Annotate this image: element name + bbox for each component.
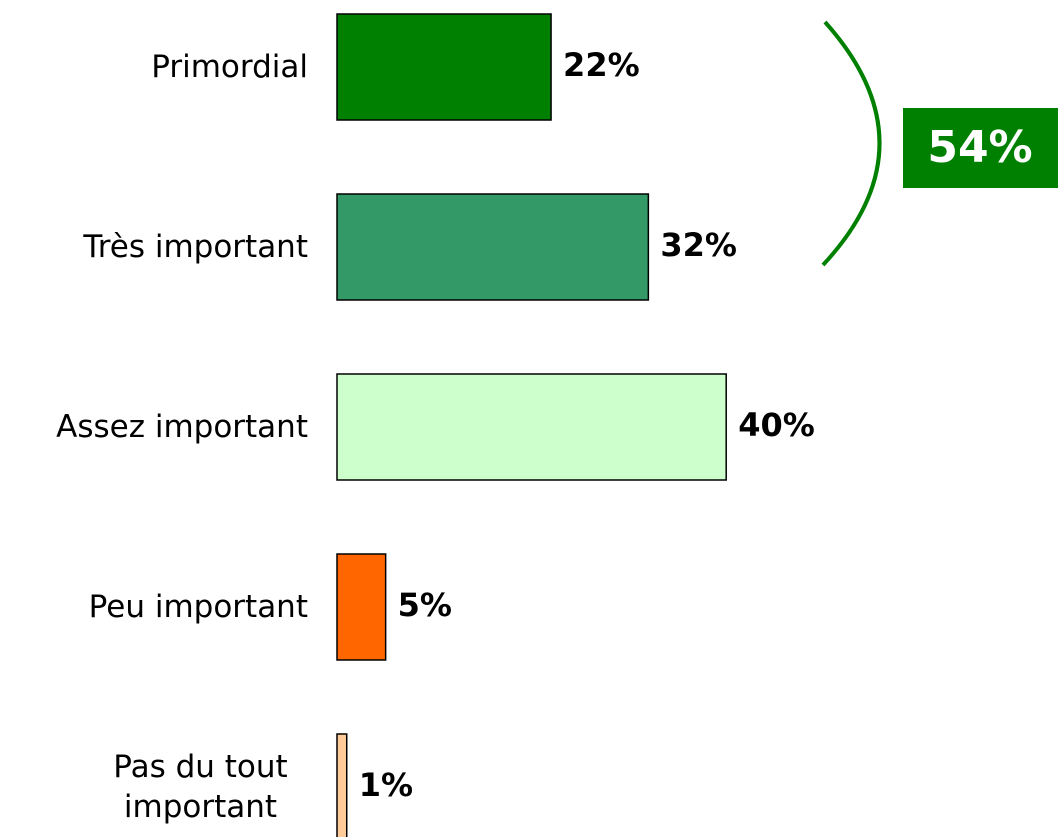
- annotation-text: 54%: [927, 122, 1032, 173]
- category-text: Primordial: [151, 48, 308, 85]
- category-label: Primordial: [0, 14, 308, 120]
- category-label: Peu important: [0, 554, 308, 660]
- value-label: 5%: [398, 586, 452, 624]
- bar: [336, 733, 348, 837]
- annotation-box: [903, 108, 1058, 188]
- category-text: Très important: [83, 228, 308, 265]
- category-label: Pas du tout important: [0, 734, 308, 837]
- category-label: Assez important: [0, 374, 308, 480]
- bar: [336, 193, 650, 301]
- value-label: 1%: [359, 766, 413, 804]
- bar: [336, 553, 387, 661]
- value-label: 32%: [660, 226, 737, 264]
- category-text: Assez important: [56, 408, 308, 445]
- category-text: Pas du tout important: [113, 748, 288, 825]
- category-text: Peu important: [88, 588, 308, 625]
- value-label: 22%: [563, 46, 640, 84]
- bracket: [821, 20, 882, 267]
- category-label: Très important: [0, 194, 308, 300]
- bar: [336, 373, 727, 481]
- bar: [336, 13, 552, 121]
- value-label: 40%: [738, 406, 815, 444]
